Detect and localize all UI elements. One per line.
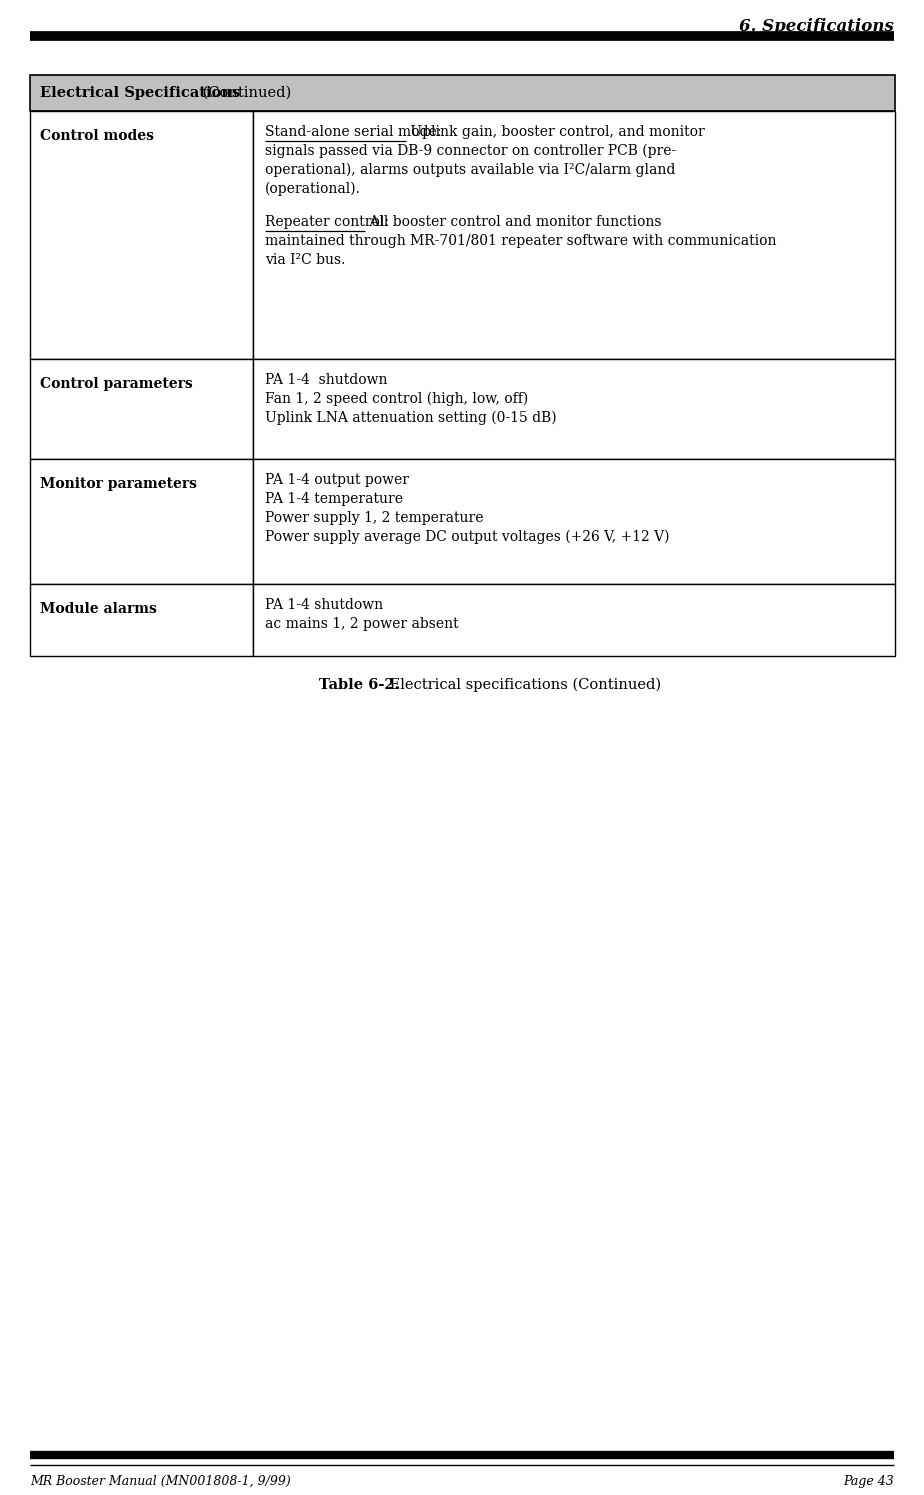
Text: PA 1-4  shutdown: PA 1-4 shutdown [265, 372, 388, 387]
Text: signals passed via DB-9 connector on controller PCB (pre-: signals passed via DB-9 connector on con… [265, 144, 676, 158]
Bar [30, 111, 253, 359]
Bar [30, 459, 253, 585]
Text: Electrical specifications (Continued): Electrical specifications (Continued) [385, 679, 662, 692]
Text: Repeater control:: Repeater control: [265, 215, 389, 229]
Text: 6. Specifications: 6. Specifications [739, 18, 894, 34]
Text: Fan 1, 2 speed control (high, low, off): Fan 1, 2 speed control (high, low, off) [265, 392, 529, 407]
Text: Page 43: Page 43 [844, 1476, 894, 1488]
Text: Power supply average DC output voltages (+26 V, +12 V): Power supply average DC output voltages … [265, 531, 670, 544]
Text: Power supply 1, 2 temperature: Power supply 1, 2 temperature [265, 511, 483, 525]
Text: Module alarms: Module alarms [40, 602, 157, 616]
Text: ac mains 1, 2 power absent: ac mains 1, 2 power absent [265, 617, 459, 631]
Text: maintained through MR-701/801 repeater software with communication: maintained through MR-701/801 repeater s… [265, 235, 777, 248]
Text: Electrical Specifications: Electrical Specifications [40, 87, 240, 100]
Text: Stand-alone serial mode:: Stand-alone serial mode: [265, 126, 442, 139]
Text: PA 1-4 shutdown: PA 1-4 shutdown [265, 598, 383, 611]
Text: MR Booster Manual (MN001808-1, 9/99): MR Booster Manual (MN001808-1, 9/99) [30, 1476, 291, 1488]
Bar [253, 111, 895, 359]
Text: PA 1-4 output power: PA 1-4 output power [265, 472, 409, 487]
Text: Control parameters: Control parameters [40, 377, 193, 392]
Text: Monitor parameters: Monitor parameters [40, 477, 197, 490]
Text: Table 6-2.: Table 6-2. [319, 679, 399, 692]
Bar [253, 359, 895, 459]
Text: (Continued): (Continued) [198, 87, 291, 100]
Bar [30, 75, 895, 111]
Text: (operational).: (operational). [265, 182, 361, 196]
Bar [253, 459, 895, 585]
Bar [30, 359, 253, 459]
Text: operational), alarms outputs available via I²C/alarm gland: operational), alarms outputs available v… [265, 163, 675, 178]
Text: All booster control and monitor functions: All booster control and monitor function… [365, 215, 661, 229]
Bar [30, 585, 253, 656]
Text: Uplink LNA attenuation setting (0-15 dB): Uplink LNA attenuation setting (0-15 dB) [265, 411, 557, 426]
Text: via I²C bus.: via I²C bus. [265, 253, 346, 268]
Text: Control modes: Control modes [40, 129, 154, 144]
Text: Uplink gain, booster control, and monitor: Uplink gain, booster control, and monito… [406, 126, 704, 139]
Bar [253, 585, 895, 656]
Text: PA 1-4 temperature: PA 1-4 temperature [265, 492, 403, 505]
